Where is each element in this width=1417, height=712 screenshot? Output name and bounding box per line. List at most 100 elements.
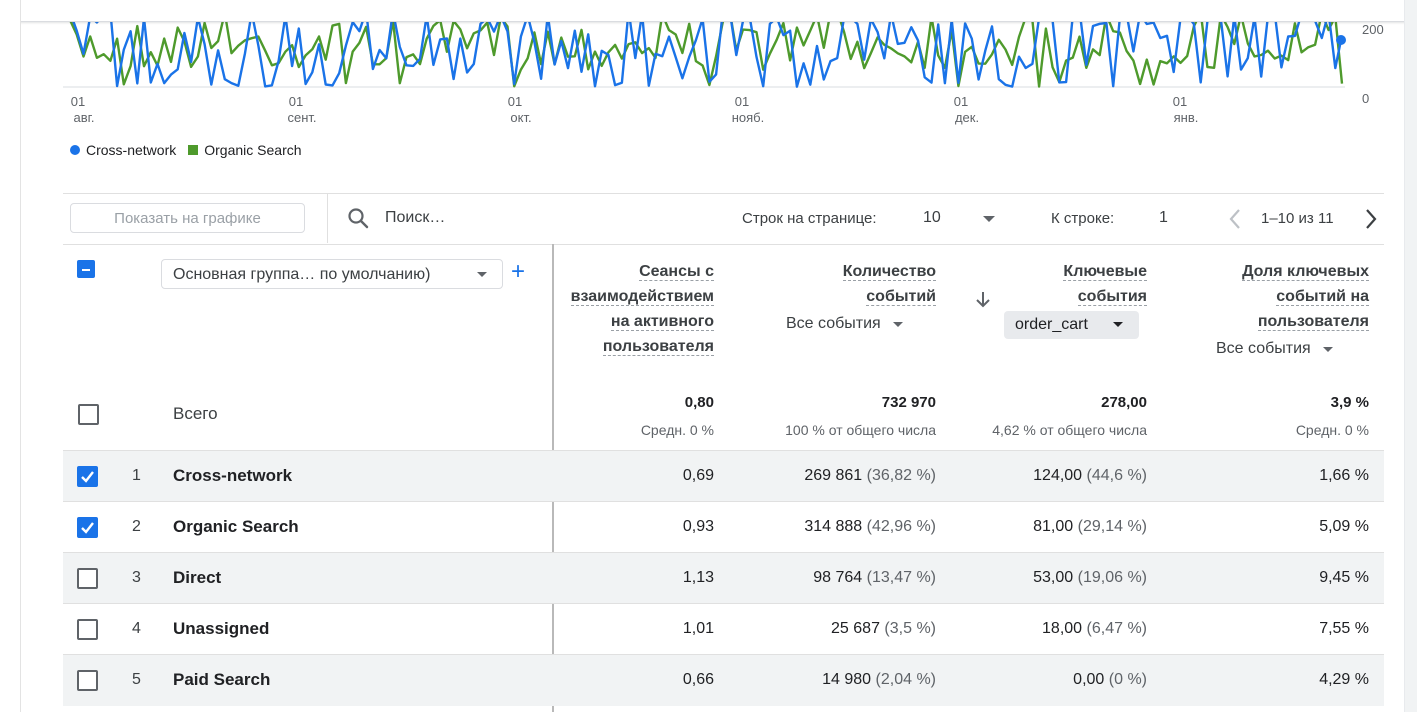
table-row[interactable]: 1 Cross-network 0,69 269 861 (36,82 %) 1… — [63, 450, 1384, 502]
event-count-filter-dropdown-icon — [892, 321, 903, 327]
row-dimension-name: Organic Search — [173, 517, 299, 536]
x-tick-day: 01 — [1173, 94, 1187, 109]
row-checkbox[interactable] — [77, 568, 98, 589]
row-event-count: 314 888 (42,96 %) — [716, 518, 936, 536]
row-checkbox[interactable] — [77, 517, 98, 538]
totals-checkbox[interactable] — [78, 404, 99, 425]
key-event-filter-dropdown-icon — [1113, 322, 1123, 327]
sort-descending-icon[interactable] — [975, 290, 991, 310]
row-event-count: 269 861 (36,82 %) — [716, 467, 936, 485]
row-key-event-rate: 7,55 % — [1319, 620, 1369, 637]
col-header-event-count[interactable]: Количество событий — [760, 259, 936, 309]
total-value-key-events: 278,00 — [1101, 394, 1147, 411]
row-key-events-percent: (44,6 %) — [1086, 467, 1147, 484]
series-end-point-cross-network — [1336, 35, 1346, 45]
row-key-event-rate: 1,66 % — [1319, 467, 1369, 484]
legend-cross-network-marker — [70, 145, 80, 155]
row-index: 5 — [132, 671, 141, 688]
row-checkbox[interactable] — [77, 466, 98, 487]
row-dimension-name: Cross-network — [173, 466, 293, 485]
line-chart: 01авг.01сент.01окт.01нояб.01дек.01янв.20… — [63, 8, 1384, 125]
pagination-status: 1–10 из 11 — [1261, 210, 1334, 227]
key-event-rate-filter-select[interactable]: Все события — [1216, 340, 1333, 358]
row-key-events-value: 53,00 — [1033, 569, 1074, 586]
dimension-select-label: Основная группа… по умолчанию) — [173, 266, 431, 283]
row-key-events: 0,00 (0 %) — [947, 671, 1147, 689]
x-tick-day: 01 — [508, 94, 522, 109]
row-key-event-rate: 5,09 % — [1319, 518, 1369, 535]
total-sub-key-event-rate: Средн. 0 % — [1295, 422, 1369, 438]
col1-title-line: взаимодействием — [570, 288, 714, 306]
total-sub-event-count: 100 % от общего числа — [785, 422, 936, 438]
add-dimension-icon[interactable]: + — [511, 258, 526, 285]
plot-rows-button[interactable]: Показать на графике — [70, 203, 305, 233]
search-input[interactable]: Поиск… — [385, 209, 446, 226]
checkmark-icon — [81, 522, 94, 534]
col-header-key-event-rate[interactable]: Доля ключевых событий на пользователя — [1190, 259, 1369, 334]
row-checkbox[interactable] — [77, 670, 98, 691]
col3-title-line: Ключевые — [1063, 263, 1147, 281]
event-count-filter-select[interactable]: Все события — [786, 315, 903, 333]
col2-title-line: Количество — [842, 263, 936, 281]
row-key-events-value: 81,00 — [1033, 518, 1074, 535]
row-key-event-rate: 9,45 % — [1319, 569, 1369, 586]
table-row[interactable]: 2 Organic Search 0,93 314 888 (42,96 %) … — [63, 501, 1384, 553]
go-to-row-label: К строке: — [1051, 210, 1115, 227]
row-event-count-value: 25 687 — [831, 620, 880, 637]
row-dimension-name: Unassigned — [173, 619, 270, 638]
search-icon[interactable] — [346, 206, 370, 230]
x-tick-day: 01 — [735, 94, 749, 109]
y-tick-label: 0 — [1362, 91, 1369, 106]
col-header-key-events[interactable]: Ключевые события — [1000, 259, 1147, 309]
series-line-organic-search — [68, 8, 1344, 88]
table-row[interactable]: 5 Paid Search 0,66 14 980 (2,04 %) 0,00 … — [63, 654, 1384, 706]
row-key-events: 124,00 (44,6 %) — [947, 467, 1147, 485]
row-key-event-rate: 4,29 % — [1319, 671, 1369, 688]
row-checkbox[interactable] — [77, 619, 98, 640]
col2-title-line: событий — [866, 288, 936, 306]
row-key-events-value: 18,00 — [1042, 620, 1083, 637]
chart-legend: Cross-network Organic Search — [70, 142, 302, 158]
col3-title-line: события — [1077, 288, 1147, 306]
select-all-checkbox[interactable] — [77, 260, 95, 278]
left-nav-rail — [0, 0, 21, 712]
go-to-row-input[interactable]: 1 — [1159, 209, 1168, 226]
total-sub-engaged-sessions: Средн. 0 % — [640, 422, 714, 438]
prev-page-icon[interactable] — [1226, 207, 1244, 231]
page-scrollbar[interactable] — [1404, 0, 1417, 712]
x-tick-month: окт. — [510, 110, 531, 125]
table-row[interactable]: 4 Unassigned 1,01 25 687 (3,5 %) 18,00 (… — [63, 603, 1384, 655]
table-row[interactable]: 3 Direct 1,13 98 764 (13,47 %) 53,00 (19… — [63, 552, 1384, 604]
checkmark-icon — [81, 471, 94, 483]
row-dimension-name: Direct — [173, 568, 222, 587]
next-page-icon[interactable] — [1362, 207, 1380, 231]
rows-per-page-select[interactable]: 10 — [923, 209, 941, 226]
row-key-events: 18,00 (6,47 %) — [947, 620, 1147, 638]
x-tick-day: 01 — [954, 94, 968, 109]
row-event-count: 25 687 (3,5 %) — [716, 620, 936, 638]
chart-series-group — [68, 8, 1346, 88]
row-index: 4 — [132, 620, 141, 637]
col-header-engaged-sessions[interactable]: Сеансы с взаимодействием на активного по… — [555, 259, 714, 359]
row-event-count-value: 269 861 — [804, 467, 863, 484]
x-tick-month: янв. — [1174, 110, 1199, 125]
row-key-events: 53,00 (19,06 %) — [947, 569, 1147, 587]
key-event-filter-label: order_cart — [1015, 316, 1088, 333]
x-tick-month: авг. — [74, 110, 95, 125]
row-index: 1 — [132, 467, 141, 484]
row-event-count-percent: (2,04 %) — [875, 671, 936, 688]
total-sub-key-events: 4,62 % от общего числа — [992, 422, 1147, 438]
row-dimension-name: Paid Search — [173, 670, 271, 689]
rows-per-page-dropdown-icon[interactable] — [983, 216, 995, 222]
series-line-cross-network — [68, 8, 1343, 88]
key-event-filter-select[interactable]: order_cart — [1004, 311, 1139, 339]
row-event-count-percent: (42,96 %) — [866, 518, 936, 535]
row-event-count-percent: (36,82 %) — [866, 467, 936, 484]
col4-title-line: событий на — [1276, 288, 1369, 306]
row-event-count-percent: (3,5 %) — [884, 620, 936, 637]
legend-organic-search-label: Organic Search — [204, 142, 302, 158]
row-key-events: 81,00 (29,14 %) — [947, 518, 1147, 536]
row-key-events-value: 124,00 — [1033, 467, 1083, 484]
dimension-select[interactable]: Основная группа… по умолчанию) — [161, 259, 503, 289]
row-event-count-percent: (13,47 %) — [866, 569, 936, 586]
